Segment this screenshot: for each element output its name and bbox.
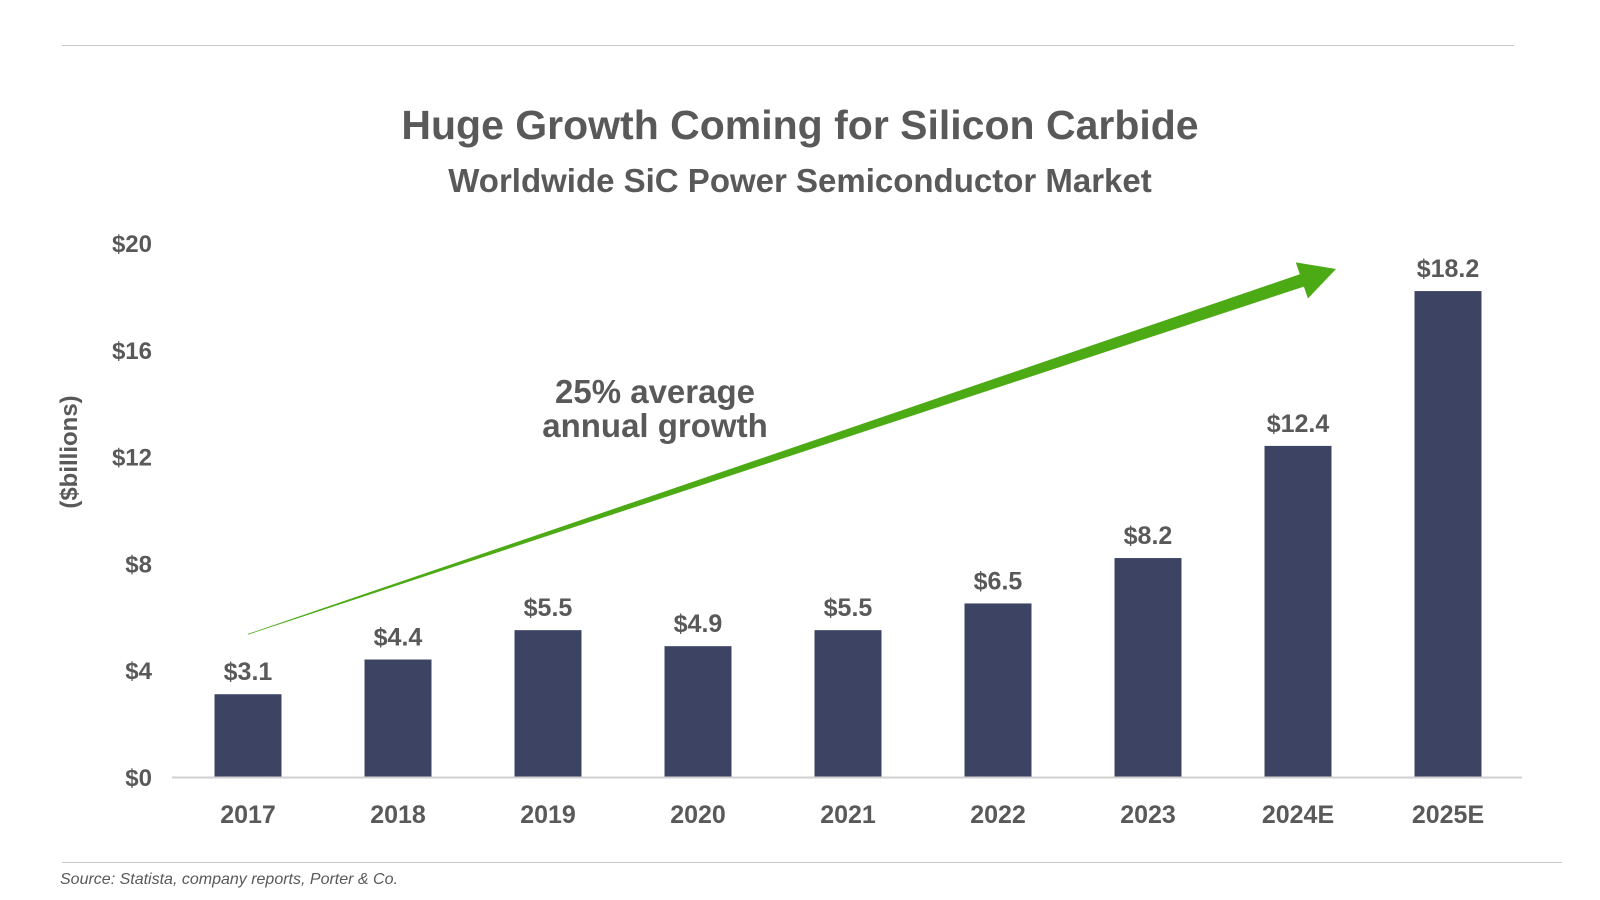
growth-annotation-line: annual growth [542, 407, 768, 444]
x-tick-label: 2022 [970, 801, 1026, 829]
y-tick-label: $16 [112, 338, 152, 365]
bar-2021 [814, 630, 882, 777]
bar-2020 [664, 646, 732, 777]
data-label: $5.5 [824, 594, 873, 622]
x-tick-label: 2017 [220, 801, 276, 829]
y-tick-label: $8 [125, 551, 152, 578]
data-label: $4.4 [374, 624, 423, 652]
y-tick-label: $12 [112, 445, 152, 472]
source-note: Source: Statista, company reports, Porte… [60, 871, 398, 888]
data-label: $3.1 [224, 658, 273, 686]
y-tick-label: $4 [125, 658, 152, 685]
chart-title: Huge Growth Coming for Silicon Carbide [401, 102, 1199, 148]
bar-2018 [364, 659, 432, 777]
x-tick-label: 2024E [1262, 801, 1334, 829]
bottom-divider [62, 862, 1562, 863]
bar-2025e [1414, 291, 1482, 777]
growth-arrow [247, 262, 1336, 635]
x-tick-label: 2023 [1120, 801, 1176, 829]
top-divider [62, 45, 1514, 46]
x-tick-label: 2019 [520, 801, 576, 829]
x-tick-label: 2025E [1412, 801, 1484, 829]
x-tick-label: 2020 [670, 801, 726, 829]
data-label: $4.9 [674, 610, 723, 638]
y-tick-label: $20 [112, 231, 152, 258]
bar-2019 [514, 630, 582, 777]
bar-2023 [1114, 558, 1182, 777]
x-tick-label: 2021 [820, 801, 876, 829]
y-tick-label: $0 [125, 765, 152, 792]
data-label: $6.5 [974, 567, 1023, 595]
bar-2022 [964, 603, 1032, 777]
bar-2024e [1264, 445, 1332, 777]
data-label: $5.5 [524, 594, 573, 622]
bar-2017 [214, 694, 282, 777]
x-tick-label: 2018 [370, 801, 426, 829]
data-label: $8.2 [1124, 522, 1173, 550]
data-label: $18.2 [1417, 255, 1480, 283]
chart-subtitle: Worldwide SiC Power Semiconductor Market [448, 162, 1152, 199]
data-label: $12.4 [1267, 410, 1330, 438]
growth-annotation-line: 25% average [555, 373, 755, 410]
